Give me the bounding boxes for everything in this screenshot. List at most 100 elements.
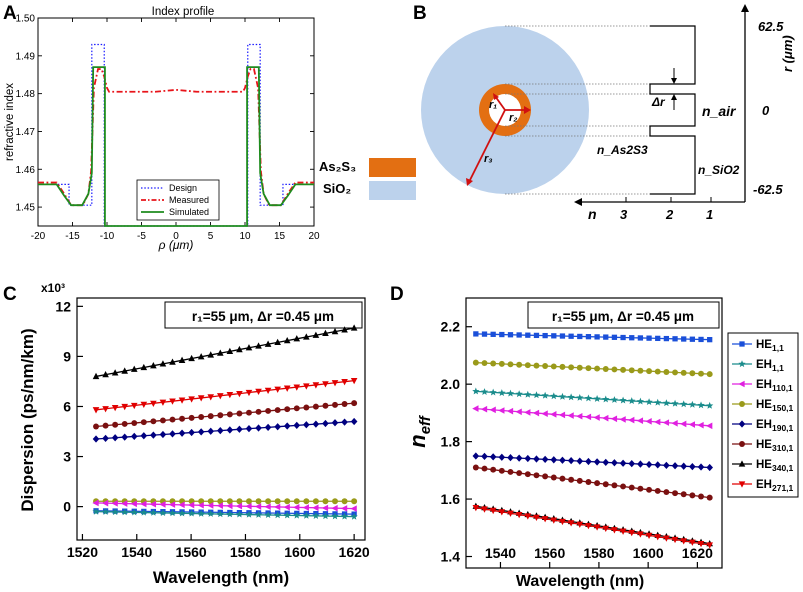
index-step-profile	[649, 25, 696, 195]
d-data-point	[550, 392, 558, 400]
c-ytick-label: 12	[55, 298, 71, 314]
c-data-point	[226, 347, 234, 354]
d-data-point	[568, 476, 575, 483]
c-data-point	[293, 511, 301, 519]
panel-a-chart: Index profile -20 -15 -10 -5 0 5 10 15 20 1.45 1.4…	[4, 6, 320, 252]
a-ytick-label: 1.45	[16, 203, 36, 214]
r-tick-zero: 0	[762, 103, 770, 118]
d-data-point	[524, 454, 532, 463]
d-data-point	[576, 457, 584, 465]
d-ytick-label: 2.0	[441, 376, 461, 392]
a-ytick-label: 1.50	[16, 14, 36, 25]
c-data-point	[102, 434, 109, 443]
c-data-point	[312, 403, 319, 410]
d-data-point	[576, 521, 584, 528]
c-data-point	[111, 405, 119, 412]
c-data-point	[283, 511, 291, 519]
d-data-point	[568, 364, 575, 371]
c-data-point	[216, 502, 223, 509]
panel-b-schematic: r₁ r₂ r₃ Δr n_air n_As2S3 n_SiO2 r (μm) …	[319, 4, 795, 222]
c-data-point	[102, 371, 109, 378]
d-data-point	[654, 461, 662, 469]
a-xtick-label: 20	[308, 231, 320, 242]
d-data-point	[524, 362, 531, 369]
c-data-point	[322, 498, 329, 505]
c-series-line	[95, 327, 355, 378]
d-data-point	[646, 486, 653, 493]
d-series-line	[475, 390, 710, 407]
c-data-point	[140, 500, 147, 508]
d-legend-marker	[739, 401, 745, 407]
c-data-point	[254, 510, 263, 518]
d-legend-marker	[739, 341, 745, 347]
c-series-eh110-1	[92, 499, 357, 512]
d-data-point	[680, 462, 688, 470]
c-data-point	[92, 499, 99, 507]
c-data-point	[255, 388, 262, 396]
panel-label-b: B	[413, 3, 427, 24]
chart-a-ticks: -20 -15 -10 -5 0 5 10 15 20 1.45 1.46 1.47 1.48 1.49 1…	[16, 14, 320, 243]
c-data-point	[265, 407, 272, 414]
c-data-point	[168, 501, 176, 508]
c-data-point	[293, 335, 301, 342]
a-xtick-label: -5	[137, 231, 146, 242]
c-data-point	[111, 500, 118, 507]
d-data-point	[489, 388, 497, 396]
c-data-point	[216, 393, 224, 400]
panel-label-d: D	[390, 284, 404, 305]
d-data-point	[611, 366, 618, 373]
d-data-point	[672, 369, 679, 376]
c-data-point	[312, 331, 320, 338]
d-data-point	[542, 473, 549, 480]
d-data-point	[688, 421, 696, 428]
n-tick-2: 2	[665, 207, 674, 222]
c-data-point	[283, 422, 291, 430]
d-data-point	[619, 528, 627, 535]
d-data-point	[499, 331, 505, 338]
d-data-point	[532, 391, 541, 399]
d-data-point	[524, 471, 531, 478]
d-data-point	[671, 399, 679, 407]
c-data-point	[92, 372, 100, 380]
d-data-point	[706, 494, 713, 501]
c-data-point	[235, 510, 244, 518]
c-data-point	[341, 498, 348, 505]
d-data-point	[697, 401, 705, 409]
c-data-point	[332, 498, 338, 505]
c-data-point	[226, 426, 234, 434]
d-xtick-label: 1580	[583, 545, 614, 561]
c-data-point	[178, 356, 186, 363]
d-data-point	[490, 466, 497, 473]
r3-arrow	[468, 109, 506, 183]
c-data-point	[303, 421, 310, 429]
d-data-point	[697, 421, 704, 429]
d-data-point	[576, 412, 583, 420]
d-data-point	[628, 460, 636, 468]
d-data-point	[689, 492, 696, 499]
d-data-point	[706, 542, 713, 549]
d-data-point	[619, 396, 627, 404]
c-data-point	[178, 509, 186, 517]
d-data-point	[619, 416, 626, 423]
d-data-point	[498, 453, 506, 461]
d-data-point	[610, 396, 619, 403]
d-data-point	[663, 461, 670, 469]
d-data-point	[645, 460, 653, 469]
d-data-point	[620, 334, 626, 341]
d-data-point	[585, 365, 592, 372]
c-data-point	[264, 511, 272, 519]
c-data-point	[178, 501, 185, 509]
d-data-point	[620, 483, 627, 490]
c-data-point	[140, 432, 148, 440]
c-data-point	[159, 360, 167, 367]
legend-label-measured: Measured	[169, 195, 209, 205]
c-data-point	[226, 498, 233, 505]
d-data-point	[636, 417, 644, 425]
c-data-point	[188, 509, 196, 517]
d-data-point	[533, 362, 540, 369]
c-data-point	[283, 336, 291, 344]
c-data-point	[140, 363, 148, 371]
c-data-point	[274, 338, 281, 346]
c-data-point	[92, 407, 100, 414]
c-data-point	[264, 387, 272, 394]
